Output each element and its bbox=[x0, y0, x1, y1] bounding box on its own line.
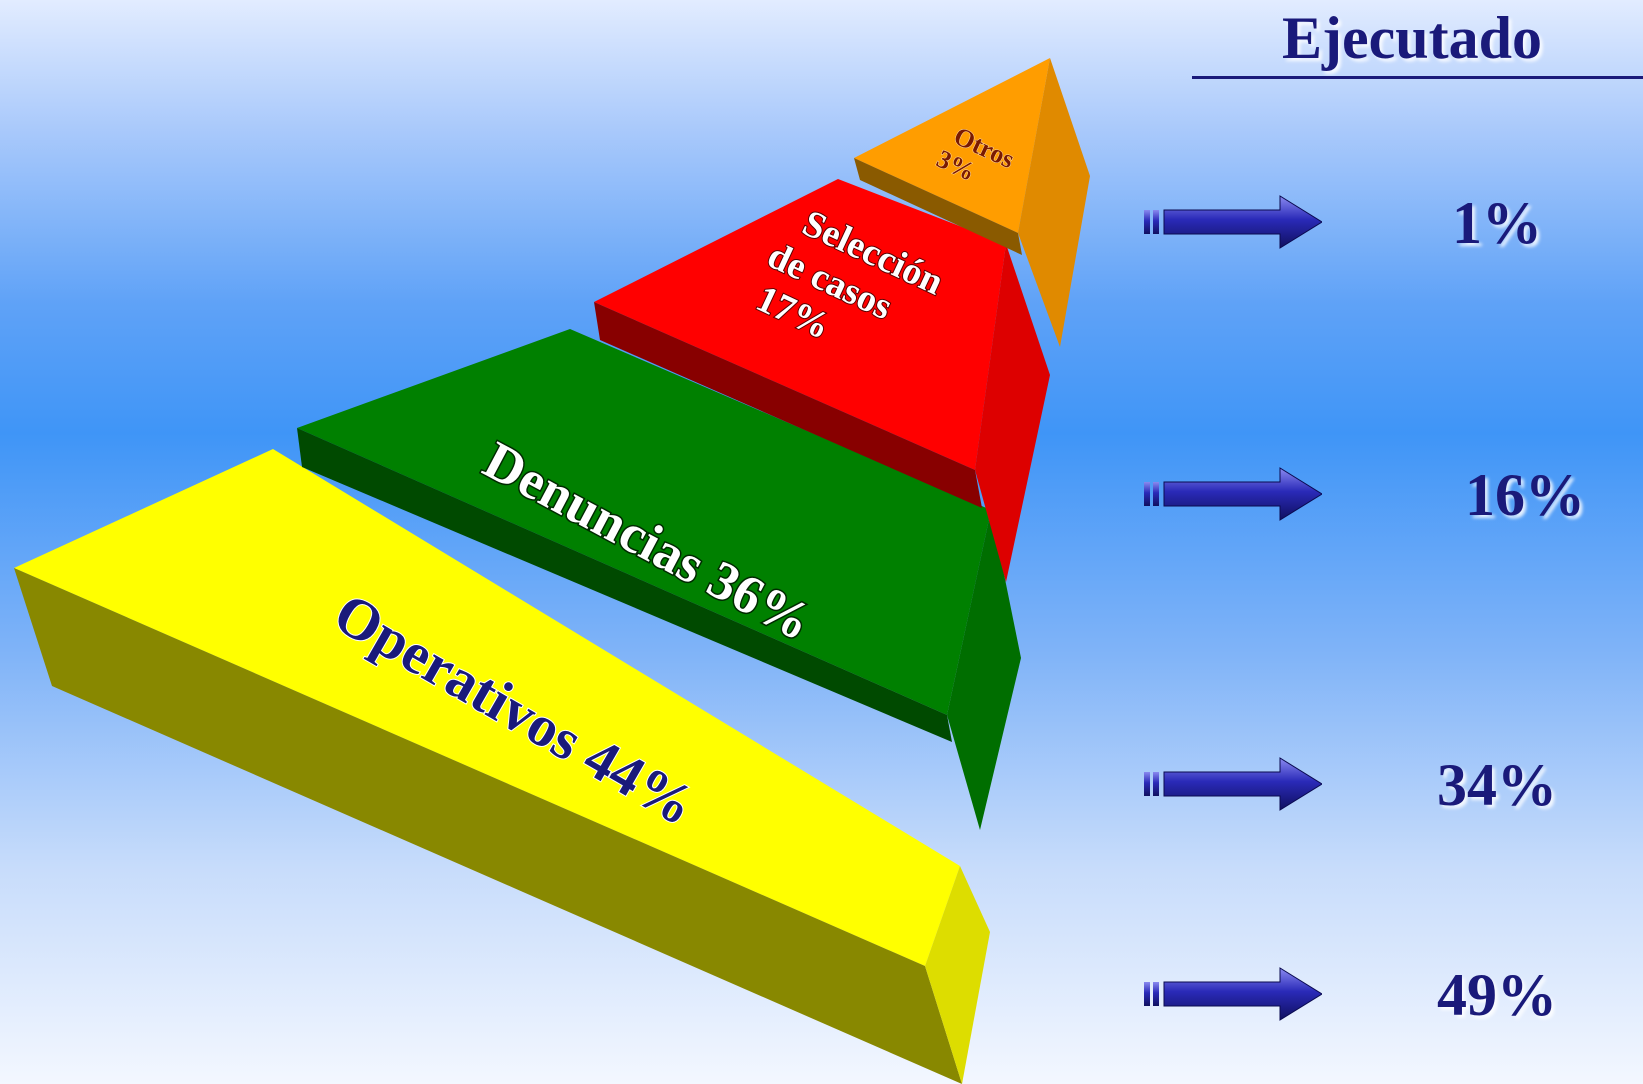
segment-operativos-top bbox=[14, 449, 960, 966]
segment-otros bbox=[854, 58, 1090, 347]
segment-seleccion bbox=[594, 179, 1050, 582]
executed-value-operativos: 49% bbox=[1437, 962, 1557, 1028]
arrow-right-icon bbox=[1144, 195, 1322, 249]
segment-denuncias-top bbox=[297, 329, 991, 715]
segment-denuncias bbox=[297, 329, 1021, 830]
arrow-right-icon bbox=[1144, 757, 1322, 811]
segment-otros-side bbox=[1018, 58, 1090, 347]
segment-seleccion-top bbox=[594, 179, 1006, 470]
segment-operativos-side bbox=[925, 866, 990, 1084]
segment-otros-front bbox=[854, 158, 1022, 255]
segment-operativos bbox=[14, 449, 990, 1084]
executed-title: Ejecutado bbox=[1282, 5, 1542, 71]
arrow-right-icon bbox=[1144, 467, 1322, 521]
arrow-right-icon bbox=[1144, 967, 1322, 1021]
pyramid-chart: Otros 3% Selección de casos 17% Denuncia… bbox=[14, 58, 1090, 1084]
segment-otros-top bbox=[854, 58, 1050, 233]
executed-row-seleccion: 16% bbox=[1140, 460, 1640, 530]
title-underline bbox=[1192, 76, 1643, 79]
executed-value-otros: 1% bbox=[1452, 190, 1542, 256]
executed-value-seleccion: 16% bbox=[1465, 462, 1585, 528]
executed-value-denuncias: 34% bbox=[1437, 752, 1557, 818]
segment-seleccion-front bbox=[594, 302, 982, 508]
segment-seleccion-side bbox=[975, 244, 1050, 582]
segment-denuncias-side bbox=[947, 510, 1021, 830]
executed-row-operativos: 49% bbox=[1140, 960, 1640, 1030]
executed-row-otros: 1% bbox=[1140, 188, 1640, 258]
segment-operativos-front bbox=[14, 568, 962, 1084]
segment-denuncias-front bbox=[297, 428, 952, 742]
executed-row-denuncias: 34% bbox=[1140, 750, 1640, 820]
